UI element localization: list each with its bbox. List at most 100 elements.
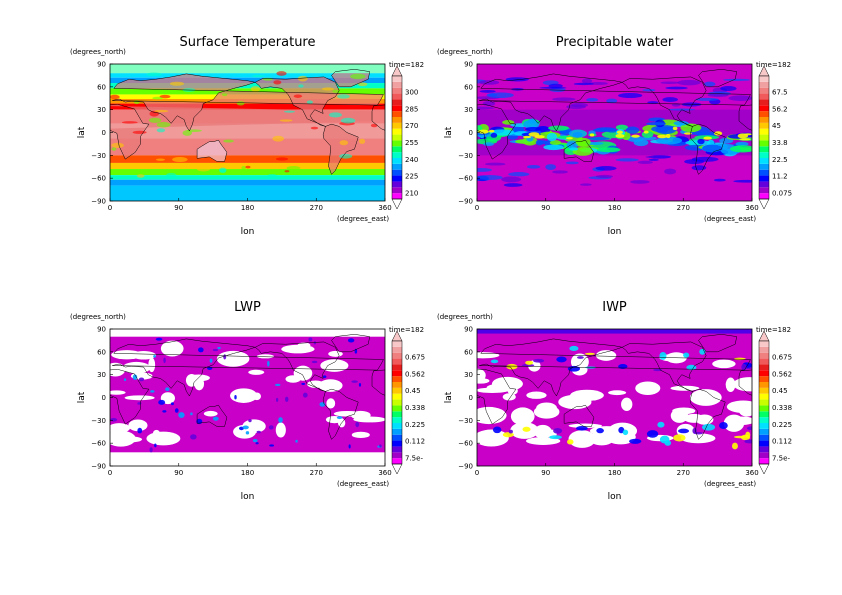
y-tick-label: −30 xyxy=(458,152,473,160)
x-axis-label: lon xyxy=(241,227,255,237)
colorbar-segment xyxy=(392,81,402,88)
colorbar-segment xyxy=(392,152,402,158)
colorbar: 0.675 0.562 0.45 0.338 0.225 0.112 7.5e- xyxy=(758,330,792,475)
colorbar-tick-label: 225 xyxy=(405,173,418,181)
colorbar-segment xyxy=(392,393,402,400)
colorbar-tick-label: 0.562 xyxy=(772,370,792,378)
y-tick-label: 60 xyxy=(97,83,106,91)
y-tick-label: −60 xyxy=(91,175,106,183)
colorbar-segment xyxy=(392,122,402,129)
x-tick-label: 360 xyxy=(745,469,758,477)
y-tick-label: 30 xyxy=(464,371,473,379)
x-unit: (degrees_east) xyxy=(337,215,389,223)
colorbar-segment xyxy=(759,364,769,371)
colorbar-segment xyxy=(759,158,769,164)
iwp-panel: IWP (degrees_north) time=182 0 90 180 270 360 90… xyxy=(437,300,792,502)
colorbar-segment xyxy=(392,411,402,418)
x-tick-label: 360 xyxy=(745,204,758,212)
colorbar-segment xyxy=(759,346,769,353)
x-axis-label: lon xyxy=(241,492,255,502)
x-tick-label: 270 xyxy=(310,204,323,212)
colorbar-segment xyxy=(392,169,402,176)
colorbar-segment xyxy=(392,440,402,447)
colorbar-segment xyxy=(392,93,402,100)
colorbar-segment xyxy=(759,122,769,129)
colorbar-segment xyxy=(759,352,769,359)
x-tick-label: 90 xyxy=(174,204,183,212)
colorbar-segment xyxy=(392,364,402,371)
x-tick-label: 0 xyxy=(475,204,479,212)
colorbar-segment xyxy=(759,417,769,423)
y-tick-label: 30 xyxy=(464,106,473,114)
colorbar-segment xyxy=(392,423,402,429)
colorbar-segment xyxy=(759,358,769,365)
colorbar-segment xyxy=(392,417,402,423)
colorbar-segment xyxy=(759,87,769,94)
colorbar-tick-label: 210 xyxy=(405,190,418,198)
y-unit: (degrees_north) xyxy=(437,48,493,56)
colorbar-segment xyxy=(392,181,402,188)
colorbar-segment xyxy=(392,187,402,194)
x-tick-label: 270 xyxy=(677,204,690,212)
colorbar-segment xyxy=(759,440,769,447)
y-tick-label: −30 xyxy=(91,417,106,425)
y-tick-label: 0 xyxy=(102,129,106,137)
colorbar-tick-label: 7.5e- xyxy=(772,455,790,463)
colorbar-segment xyxy=(759,370,769,377)
colorbar-segment xyxy=(759,134,769,141)
y-tick-label: 0 xyxy=(469,129,473,137)
colorbar-segment xyxy=(392,76,402,82)
colorbar-tick-label: 7.5e- xyxy=(405,455,423,463)
y-tick-label: −90 xyxy=(91,198,106,206)
colorbar: 0.675 0.562 0.45 0.338 0.225 0.112 7.5e- xyxy=(391,330,425,475)
x-tick-label: 0 xyxy=(108,469,112,477)
x-unit: (degrees_east) xyxy=(337,480,389,488)
colorbar-segment xyxy=(392,452,402,459)
colorbar-tick-label: 0.45 xyxy=(405,387,421,395)
colorbar-segment xyxy=(392,140,402,147)
colorbar-segment xyxy=(392,446,402,453)
time-label: time=182 xyxy=(389,326,424,334)
x-tick-label: 180 xyxy=(241,204,254,212)
y-axis-label: lat xyxy=(444,126,454,138)
coastline xyxy=(110,334,385,440)
x-unit: (degrees_east) xyxy=(704,215,756,223)
x-tick-label: 180 xyxy=(608,469,621,477)
colorbar-segment xyxy=(392,358,402,365)
colorbar-tick-label: 0.338 xyxy=(772,404,792,412)
colorbar-segment xyxy=(759,341,769,347)
colorbar-tick-label: 270 xyxy=(405,122,418,130)
map-field xyxy=(477,64,752,201)
colorbar-segment xyxy=(759,405,769,412)
y-tick-label: 0 xyxy=(469,394,473,402)
colorbar-segment xyxy=(392,193,402,199)
y-tick-label: −90 xyxy=(458,463,473,471)
colorbar-tick-label: 300 xyxy=(405,89,418,97)
colorbar-tick-label: 0.112 xyxy=(772,438,792,446)
colorbar-segment xyxy=(392,111,402,117)
y-tick-label: 30 xyxy=(97,106,106,114)
colorbar-segment xyxy=(392,346,402,353)
colorbar-segment xyxy=(392,87,402,94)
colorbar-segment xyxy=(759,140,769,147)
colorbar-tick-label: 0.562 xyxy=(405,370,425,378)
colorbar-segment xyxy=(392,105,402,112)
colorbar-tick-label: 11.2 xyxy=(772,173,788,181)
colorbar-segment xyxy=(759,193,769,199)
colorbar-tick-label: 0.675 xyxy=(405,354,425,362)
colorbar-tick-label: 0.675 xyxy=(772,354,792,362)
colorbar: 300 285 270 255 240 225 210 xyxy=(391,65,418,210)
colorbar-tick-label: 0.112 xyxy=(405,438,425,446)
y-tick-label: 60 xyxy=(464,348,473,356)
colorbar-segment xyxy=(392,434,402,441)
colorbar-bottom-arrow xyxy=(391,463,403,475)
map-field xyxy=(477,329,752,466)
y-axis-label: lat xyxy=(77,126,87,138)
x-tick-label: 270 xyxy=(677,469,690,477)
y-tick-label: 60 xyxy=(464,83,473,91)
y-tick-label: −60 xyxy=(458,175,473,183)
x-tick-label: 180 xyxy=(241,469,254,477)
panel-title: Surface Temperature xyxy=(179,35,315,50)
y-tick-label: −90 xyxy=(458,198,473,206)
